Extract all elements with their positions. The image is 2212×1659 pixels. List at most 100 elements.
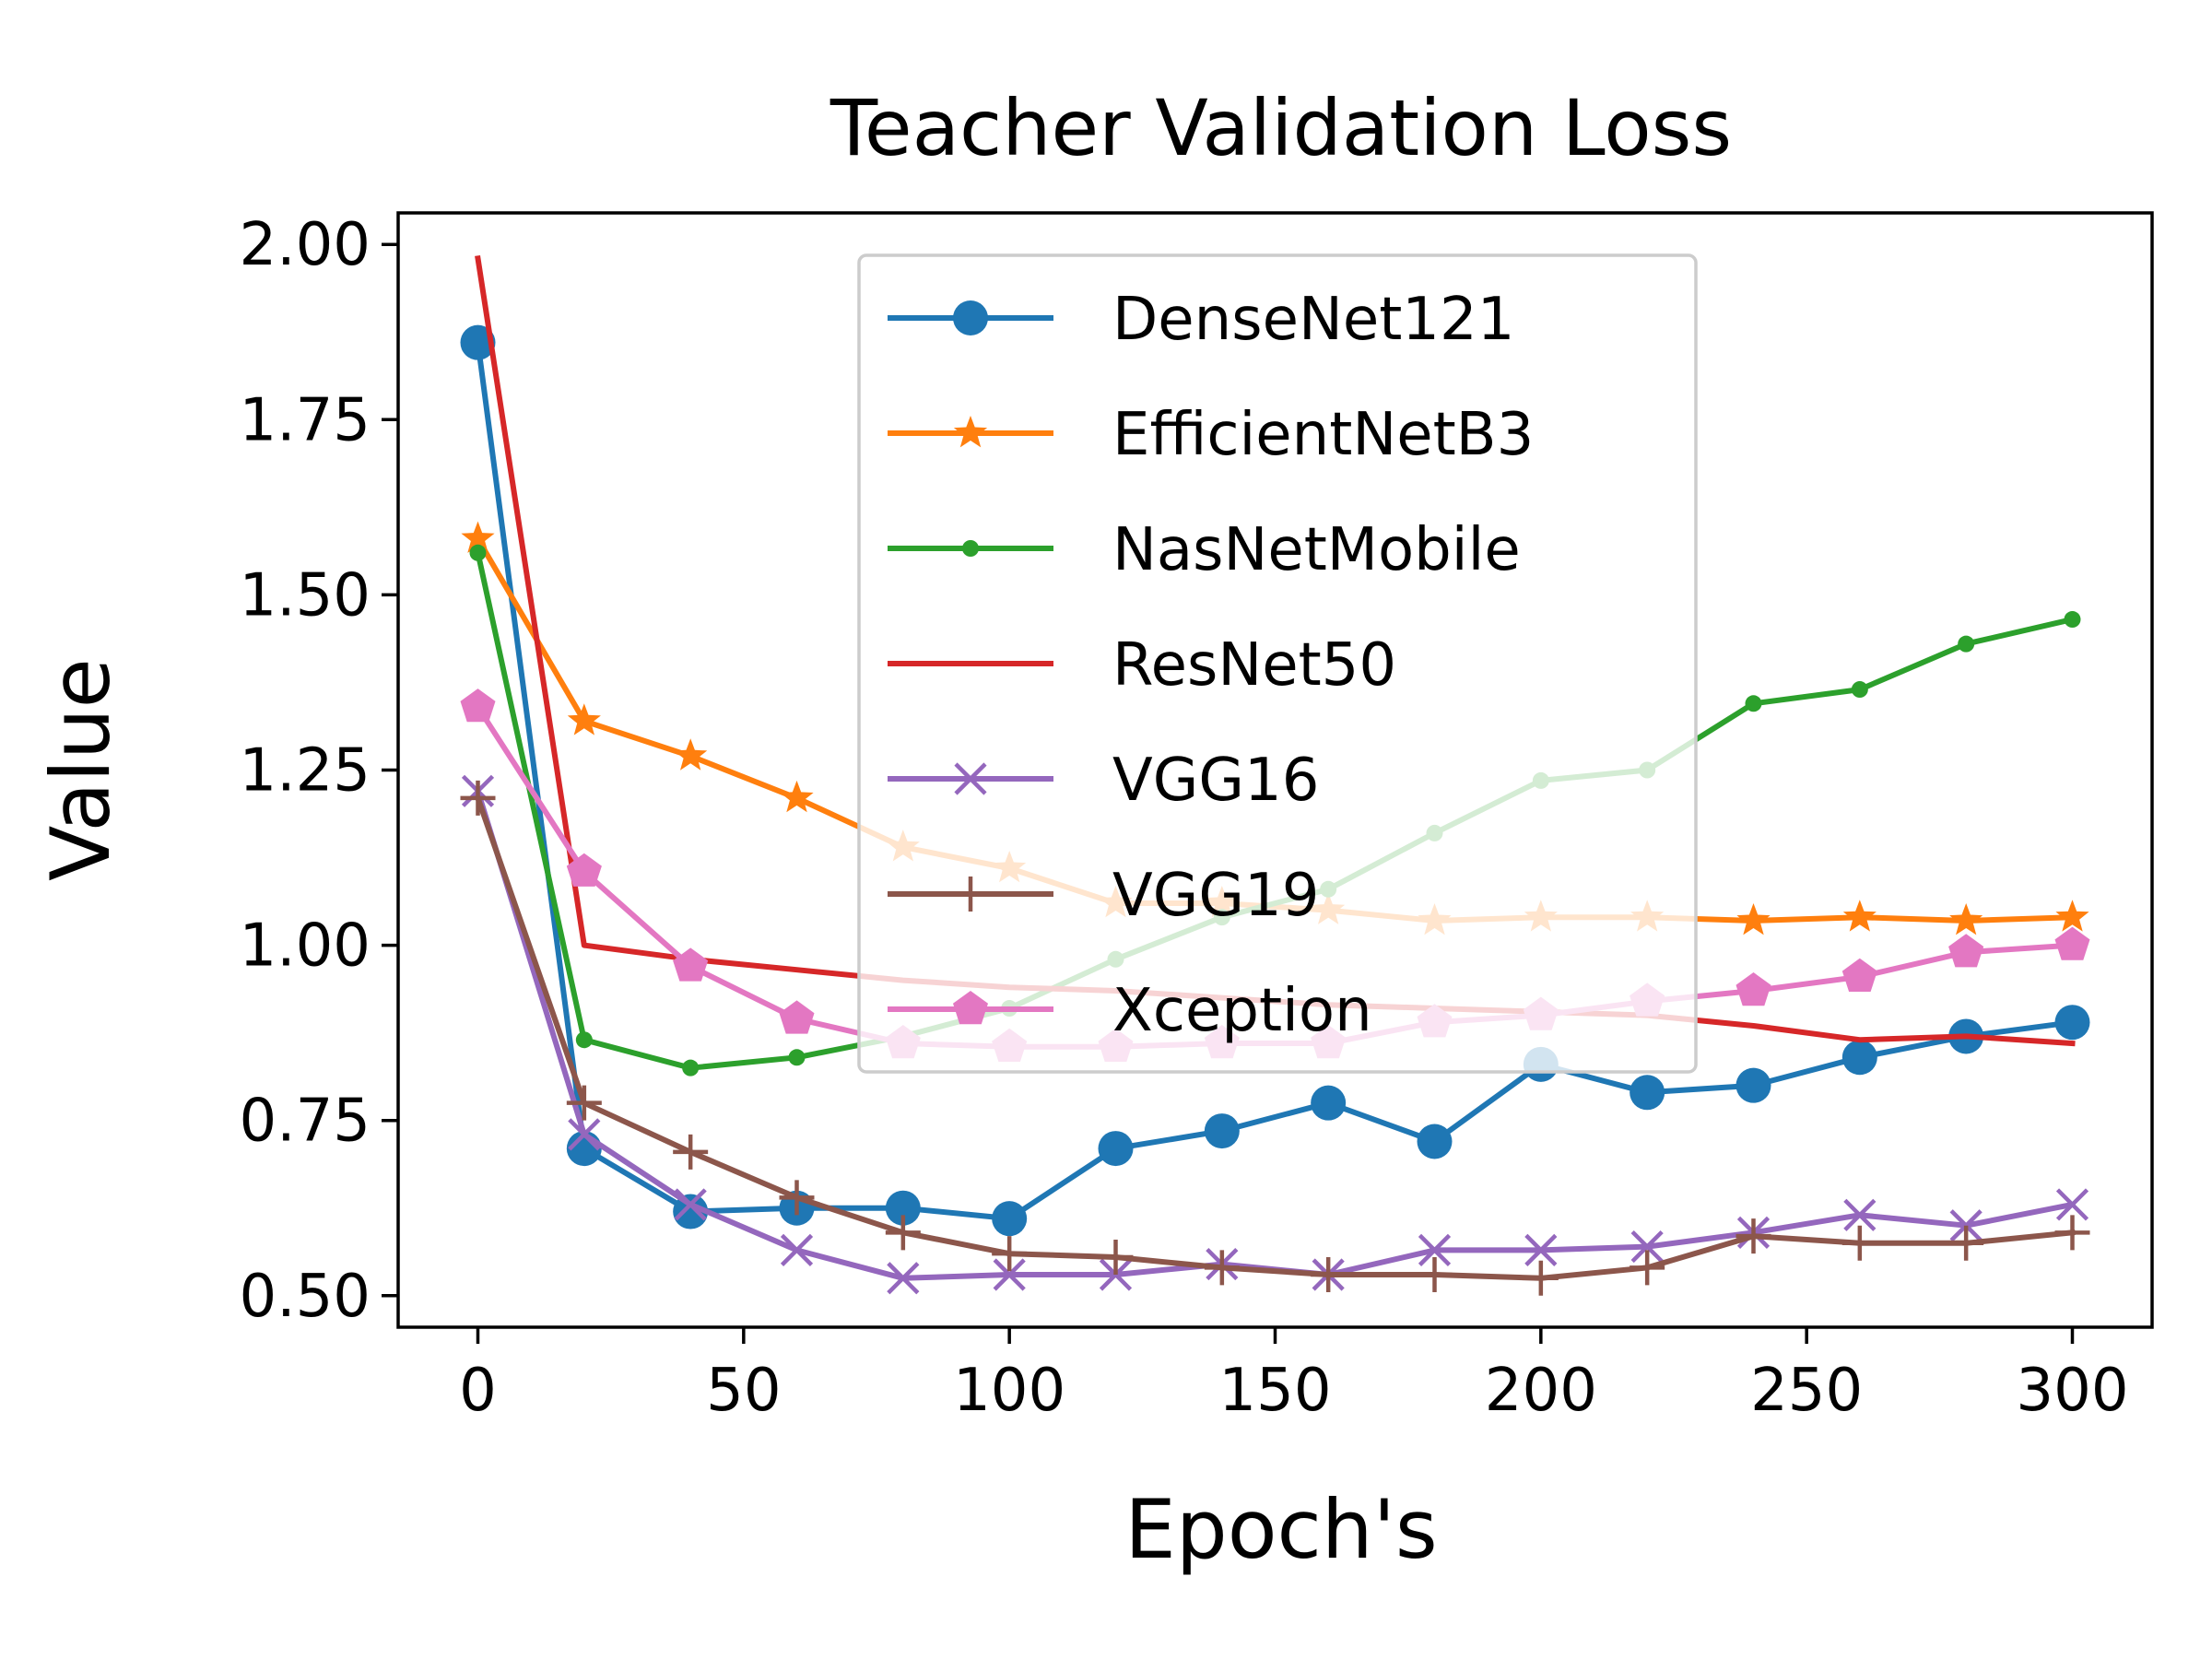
x-axis-label: Epoch's bbox=[1124, 1482, 1438, 1577]
x-tick-label: 200 bbox=[1485, 1357, 1597, 1425]
data-point bbox=[1417, 1256, 1453, 1292]
data-point bbox=[885, 1190, 921, 1226]
data-point bbox=[1949, 1209, 1983, 1242]
legend-item-nasnetmobile: NasNetMobile bbox=[888, 516, 1521, 584]
data-point bbox=[2054, 1005, 2090, 1041]
data-point bbox=[461, 521, 495, 553]
x-tick-label: 0 bbox=[459, 1357, 497, 1425]
data-point bbox=[567, 703, 601, 735]
x-axis: 0 50 100 150 200 250 300 bbox=[459, 1327, 2129, 1425]
data-point bbox=[682, 1059, 700, 1077]
legend-swatch-marker bbox=[954, 762, 987, 795]
y-tick-label: 1.50 bbox=[240, 561, 371, 629]
y-axis-label: Value bbox=[33, 658, 128, 881]
series-line bbox=[474, 794, 2076, 1281]
data-point bbox=[568, 1118, 601, 1151]
legend-item-resnet50: ResNet50 bbox=[888, 631, 1396, 700]
y-tick-label: 1.00 bbox=[240, 912, 371, 981]
y-tick-label: 2.00 bbox=[240, 211, 371, 279]
data-point bbox=[1417, 1124, 1453, 1159]
data-point bbox=[2055, 900, 2089, 932]
data-point bbox=[2055, 1188, 2089, 1221]
data-point bbox=[1841, 1040, 1877, 1076]
data-point bbox=[673, 1134, 709, 1170]
y-axis: 0.50 0.75 1.00 1.25 1.50 1.75 2.00 bbox=[240, 211, 398, 1331]
data-point bbox=[1745, 695, 1762, 712]
data-point bbox=[779, 1180, 815, 1216]
data-point bbox=[1841, 958, 1877, 992]
data-point bbox=[885, 1215, 921, 1251]
data-point bbox=[992, 1201, 1028, 1237]
legend-swatch-marker bbox=[953, 300, 988, 335]
legend: DenseNet121 EfficientNetB3 NasNetMobile Res… bbox=[857, 253, 1698, 1074]
data-point bbox=[1843, 1198, 1877, 1231]
data-point bbox=[2064, 611, 2081, 629]
data-point bbox=[993, 1258, 1026, 1291]
data-point bbox=[1204, 1250, 1240, 1286]
data-point bbox=[469, 544, 487, 561]
data-point bbox=[1311, 1085, 1347, 1121]
y-tick-label: 1.75 bbox=[240, 386, 371, 454]
data-point bbox=[460, 688, 496, 723]
legend-swatch-marker bbox=[962, 540, 979, 557]
data-point bbox=[1735, 972, 1771, 1006]
data-point bbox=[1841, 1225, 1877, 1261]
chart-title: Teacher Validation Loss bbox=[830, 83, 1732, 173]
x-tick-label: 300 bbox=[2016, 1357, 2128, 1425]
data-point bbox=[1523, 1260, 1559, 1296]
legend-label: EfficientNetB3 bbox=[1112, 401, 1534, 469]
data-point bbox=[673, 947, 709, 982]
data-point bbox=[673, 1194, 709, 1230]
data-point bbox=[460, 780, 496, 816]
data-point bbox=[779, 1000, 815, 1034]
legend-box bbox=[857, 253, 1698, 1074]
data-point bbox=[1418, 1233, 1452, 1266]
data-point bbox=[1630, 1075, 1665, 1111]
series-line bbox=[475, 339, 2076, 1222]
x-tick-label: 250 bbox=[1750, 1357, 1863, 1425]
data-point bbox=[674, 1188, 707, 1221]
data-point bbox=[1098, 1239, 1134, 1275]
y-tick-label: 0.50 bbox=[240, 1263, 371, 1331]
legend-swatch-marker bbox=[953, 416, 988, 448]
data-point bbox=[460, 324, 496, 360]
data-point bbox=[2054, 1215, 2090, 1251]
data-point bbox=[1204, 1113, 1240, 1149]
legend-label: ResNet50 bbox=[1112, 631, 1396, 700]
data-point bbox=[566, 1085, 602, 1121]
legend-swatch-marker bbox=[953, 877, 988, 912]
data-point bbox=[887, 1262, 920, 1295]
legend-item-vgg19: VGG19 bbox=[888, 862, 1319, 930]
data-point bbox=[1630, 1230, 1664, 1264]
data-point bbox=[1736, 903, 1771, 935]
series-densenet121 bbox=[460, 324, 2090, 1237]
data-point bbox=[2054, 926, 2090, 960]
legend-item-xception: Xception bbox=[888, 977, 1372, 1045]
data-point bbox=[788, 1049, 806, 1066]
legend-swatch-marker bbox=[953, 991, 988, 1025]
legend-label: DenseNet121 bbox=[1112, 286, 1514, 354]
y-tick-label: 1.25 bbox=[240, 737, 371, 806]
x-tick-label: 150 bbox=[1218, 1357, 1331, 1425]
legend-label: Xception bbox=[1112, 977, 1372, 1045]
legend-label: NasNetMobile bbox=[1112, 516, 1521, 584]
data-point bbox=[992, 1236, 1028, 1272]
x-tick-label: 50 bbox=[706, 1357, 781, 1425]
data-point bbox=[1311, 1256, 1347, 1292]
data-point bbox=[1630, 1250, 1665, 1286]
legend-item-vgg16: VGG16 bbox=[888, 747, 1319, 815]
data-point bbox=[674, 738, 708, 771]
data-point bbox=[1842, 900, 1877, 932]
data-point bbox=[1735, 1067, 1771, 1103]
legend-label: VGG16 bbox=[1112, 747, 1319, 815]
legend-item-efficientnetb3: EfficientNetB3 bbox=[888, 401, 1534, 469]
data-point bbox=[1735, 1218, 1771, 1254]
x-tick-label: 100 bbox=[953, 1357, 1065, 1425]
data-point bbox=[1958, 635, 1975, 653]
data-point bbox=[1948, 934, 1984, 968]
y-tick-label: 0.75 bbox=[240, 1088, 371, 1156]
data-point bbox=[1851, 681, 1868, 699]
data-point bbox=[1098, 1131, 1134, 1167]
data-point bbox=[1948, 1225, 1984, 1261]
